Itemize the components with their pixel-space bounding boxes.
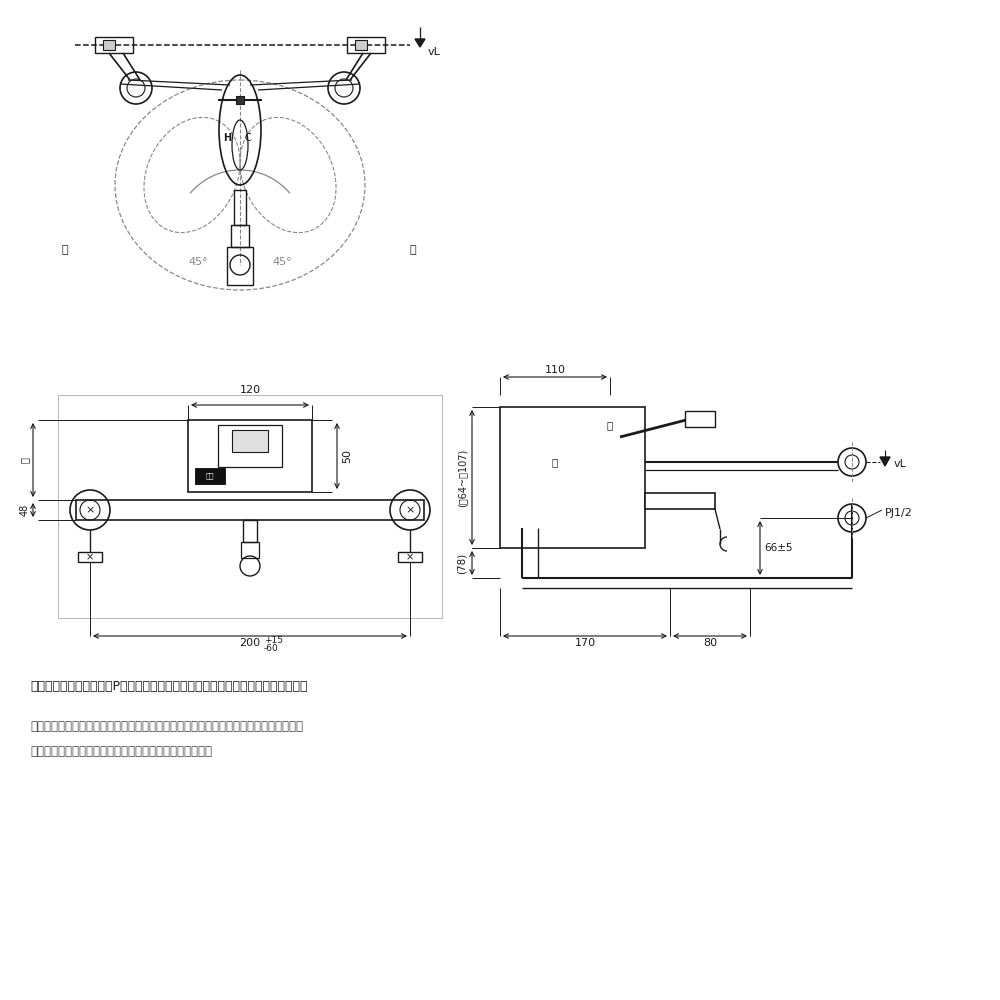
Text: ・流量調節弁は取付栟に付いています。取屋えの際は、取付栟ごと交換してください。: ・流量調節弁は取付栟に付いています。取屋えの際は、取付栟ごと交換してください。 (30, 720, 303, 733)
Bar (241, 542, 259, 558)
Bar (232, 430, 268, 452)
Text: 45°: 45° (188, 257, 208, 267)
Text: 170: 170 (574, 638, 596, 648)
Text: 50: 50 (342, 449, 352, 463)
Text: ・ウォーターハンマー低減機構内蔵（ソフトシングル）。: ・ウォーターハンマー低減機構内蔵（ソフトシングル）。 (30, 745, 212, 758)
Text: +15: +15 (264, 636, 283, 645)
Bar (234, 190, 246, 225)
Bar (58, 395, 442, 618)
Text: ×: × (85, 505, 95, 515)
Text: 110: 110 (544, 365, 566, 375)
Bar (398, 552, 422, 562)
Bar (218, 425, 282, 467)
Text: 特: 特 (20, 457, 30, 463)
Bar (103, 40, 115, 50)
Polygon shape (880, 457, 890, 466)
Text: 66±5: 66±5 (764, 543, 792, 553)
Bar (231, 225, 249, 247)
Bar (195, 468, 225, 484)
Bar (243, 520, 257, 542)
Text: C: C (245, 133, 251, 143)
Bar (355, 40, 367, 50)
Text: ×: × (406, 552, 414, 562)
Text: 45°: 45° (272, 257, 292, 267)
Bar (188, 420, 312, 492)
Text: ×: × (405, 505, 415, 515)
Bar (347, 37, 385, 53)
Text: ＊印寸法は配管ピッチ（P）が最大〜最小の場合を（標準寸法）で示しています。: ＊印寸法は配管ピッチ（P）が最大〜最小の場合を（標準寸法）で示しています。 (30, 680, 308, 693)
Text: ×: × (86, 552, 94, 562)
Text: 80: 80 (703, 638, 717, 648)
Bar (236, 96, 244, 104)
Text: 水: 水 (410, 245, 417, 255)
Text: H: H (223, 133, 231, 143)
Text: 48: 48 (20, 504, 30, 516)
Text: (開64~開107): (開64~開107) (457, 448, 467, 507)
Text: -60: -60 (264, 644, 279, 653)
Text: 200: 200 (239, 638, 261, 648)
Text: PJ1/2: PJ1/2 (885, 508, 913, 518)
Bar (76, 500, 424, 520)
Bar (645, 493, 715, 509)
Text: vL: vL (428, 47, 441, 57)
Bar (78, 552, 102, 562)
Text: 閉: 閉 (552, 457, 558, 467)
Text: 120: 120 (239, 385, 261, 395)
Text: 品番: 品番 (206, 473, 214, 479)
Bar (685, 411, 715, 427)
Polygon shape (415, 39, 425, 47)
Text: (78): (78) (457, 552, 467, 574)
Bar (500, 407, 645, 548)
Text: 開: 開 (607, 420, 613, 430)
Bar (227, 247, 253, 285)
Text: vL: vL (894, 459, 907, 469)
Bar (95, 37, 133, 53)
Text: 湯: 湯 (61, 245, 68, 255)
